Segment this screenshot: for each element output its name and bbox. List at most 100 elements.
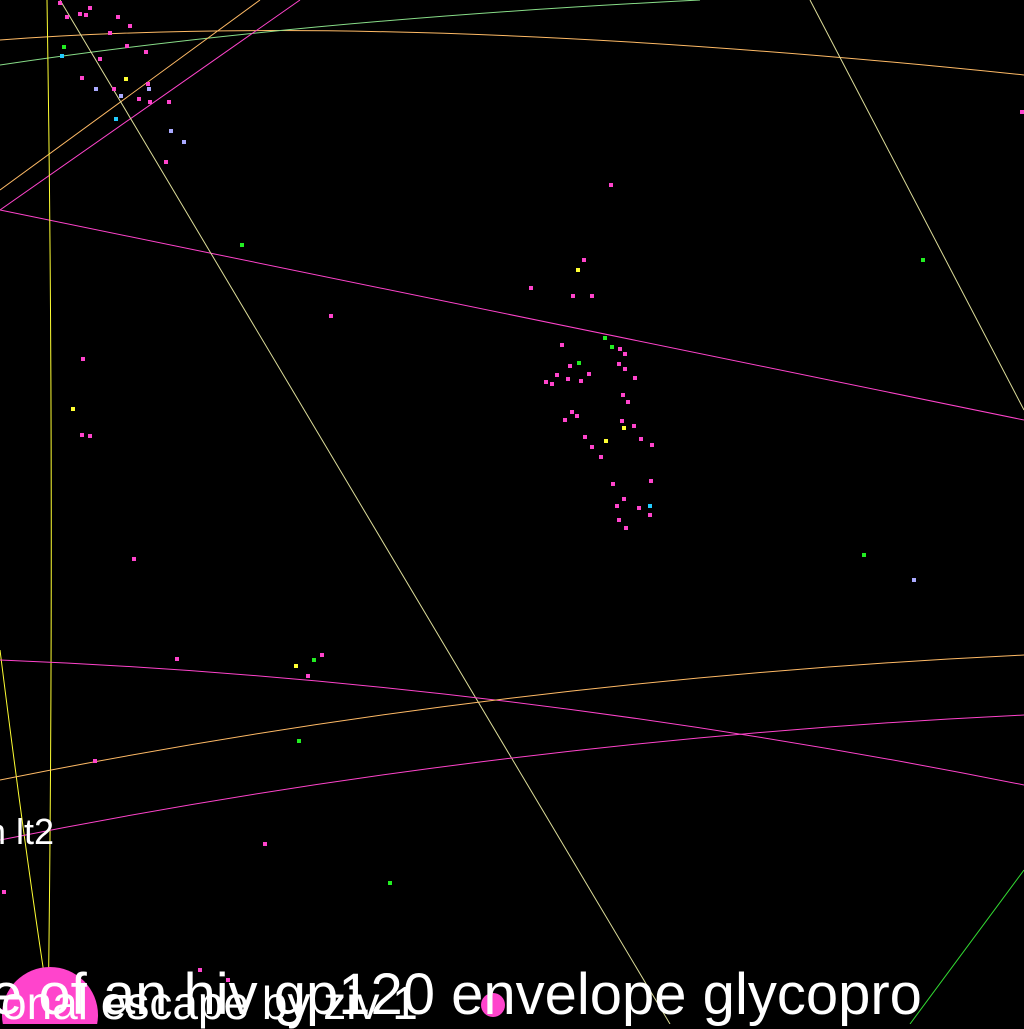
node-dot xyxy=(60,54,64,58)
node-dot xyxy=(622,497,626,501)
node-dot xyxy=(623,367,627,371)
node-dot xyxy=(125,44,129,48)
node-dot xyxy=(577,361,581,365)
node-dot xyxy=(575,414,579,418)
node-dot xyxy=(78,12,82,16)
node-dot xyxy=(169,129,173,133)
node-dot xyxy=(620,419,624,423)
node-dot xyxy=(590,294,594,298)
edge-line xyxy=(0,655,1024,780)
node-dot xyxy=(633,376,637,380)
node-dot xyxy=(62,45,66,49)
node-dot xyxy=(570,410,574,414)
node-dot xyxy=(560,343,564,347)
node-dot xyxy=(624,526,628,530)
edge-line xyxy=(0,0,260,190)
node-dot xyxy=(599,455,603,459)
node-label: n lt2 xyxy=(0,814,54,850)
node-dot xyxy=(297,739,301,743)
node-dot xyxy=(610,345,614,349)
node-dot xyxy=(148,100,152,104)
node-dot xyxy=(587,372,591,376)
node-dot xyxy=(119,94,123,98)
node-dot xyxy=(84,13,88,17)
node-dot xyxy=(137,97,141,101)
node-dot xyxy=(582,258,586,262)
node-dot xyxy=(116,15,120,19)
edge-line xyxy=(60,0,670,1024)
edge-line xyxy=(810,0,1024,410)
node-dot xyxy=(312,658,316,662)
node-dot xyxy=(623,352,627,356)
edge-line xyxy=(0,660,1024,785)
node-dot xyxy=(529,286,533,290)
node-dot xyxy=(294,664,298,668)
node-dot xyxy=(320,653,324,657)
edge-line xyxy=(0,210,1024,420)
node-dot xyxy=(80,433,84,437)
edge-line xyxy=(0,0,700,65)
node-dot xyxy=(128,24,132,28)
node-dot xyxy=(862,553,866,557)
node-dot xyxy=(175,657,179,661)
node-dot xyxy=(611,482,615,486)
node-dot xyxy=(94,87,98,91)
node-dot xyxy=(132,557,136,561)
edge-line xyxy=(910,870,1024,1024)
edge-line xyxy=(0,31,1024,75)
node-dot xyxy=(579,379,583,383)
edge-line xyxy=(0,715,1024,840)
node-dot xyxy=(617,518,621,522)
node-dot xyxy=(912,578,916,582)
node-dot xyxy=(98,57,102,61)
node-dot xyxy=(65,15,69,19)
node-dot xyxy=(650,443,654,447)
node-dot xyxy=(617,362,621,366)
node-dot xyxy=(555,373,559,377)
node-dot xyxy=(88,6,92,10)
node-dot xyxy=(618,347,622,351)
node-dot xyxy=(648,513,652,517)
node-layer xyxy=(2,1,1024,982)
node-dot xyxy=(649,479,653,483)
node-dot xyxy=(603,336,607,340)
node-dot xyxy=(604,439,608,443)
node-dot xyxy=(240,243,244,247)
node-dot xyxy=(93,759,97,763)
node-dot xyxy=(609,183,613,187)
node-dot xyxy=(921,258,925,262)
node-dot xyxy=(637,506,641,510)
node-dot xyxy=(146,82,150,86)
node-dot xyxy=(114,117,118,121)
node-dot xyxy=(124,77,128,81)
node-dot xyxy=(568,364,572,368)
node-dot xyxy=(329,314,333,318)
node-dot xyxy=(626,400,630,404)
node-dot xyxy=(2,890,6,894)
node-dot xyxy=(263,842,267,846)
node-dot xyxy=(306,674,310,678)
node-dot xyxy=(622,426,626,430)
node-title-label: e of an hiv gp120 envelope glycopro xyxy=(0,966,922,1024)
node-dot xyxy=(80,76,84,80)
node-dot xyxy=(81,357,85,361)
node-dot xyxy=(632,424,636,428)
edge-line xyxy=(0,0,300,210)
node-dot xyxy=(583,435,587,439)
node-dot xyxy=(621,393,625,397)
node-dot xyxy=(388,881,392,885)
node-dot xyxy=(1020,110,1024,114)
node-dot xyxy=(167,100,171,104)
node-dot xyxy=(571,294,575,298)
node-dot xyxy=(147,87,151,91)
node-dot xyxy=(563,418,567,422)
node-dot xyxy=(108,31,112,35)
node-dot xyxy=(164,160,168,164)
node-dot xyxy=(639,437,643,441)
node-dot xyxy=(550,382,554,386)
node-dot xyxy=(112,87,116,91)
node-dot xyxy=(576,268,580,272)
node-dot xyxy=(144,50,148,54)
